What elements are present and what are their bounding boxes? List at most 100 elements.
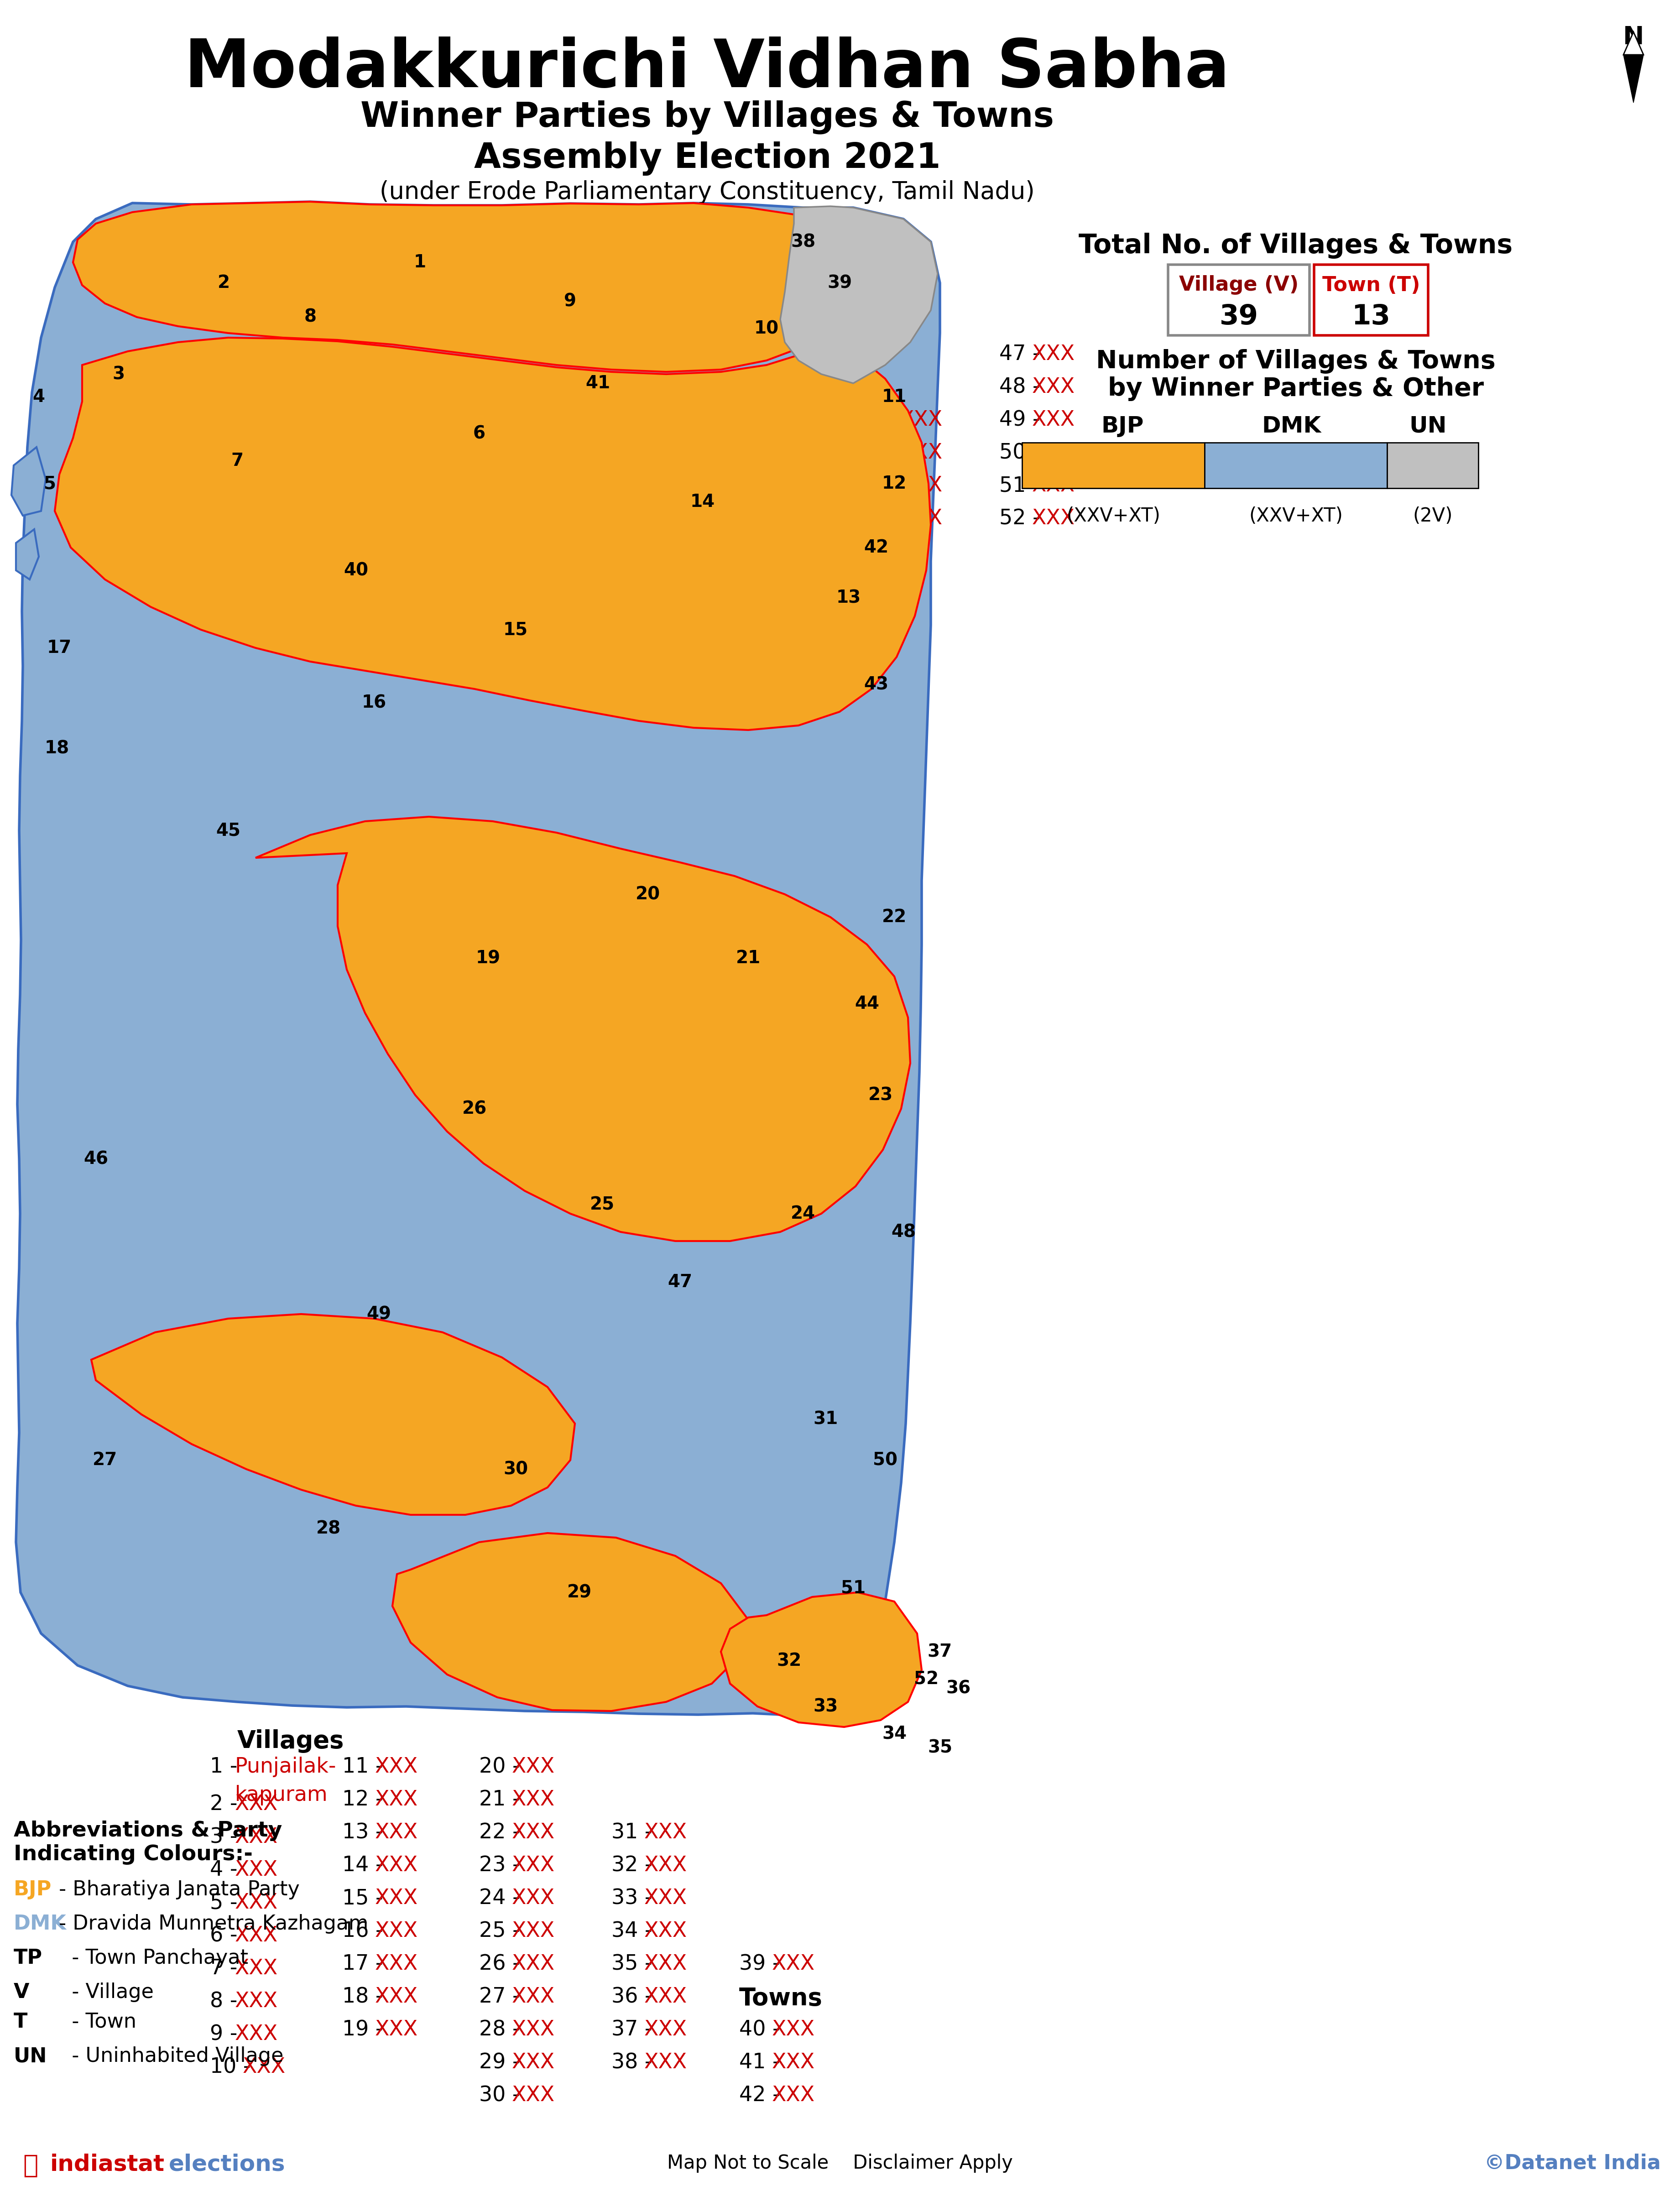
Text: 24 -: 24 - xyxy=(479,1889,521,1908)
Text: 44 -: 44 - xyxy=(867,443,907,462)
Text: 47 -: 47 - xyxy=(1000,344,1040,364)
Polygon shape xyxy=(780,206,937,383)
Text: 7 -: 7 - xyxy=(210,1959,237,1978)
Text: (XXV+XT): (XXV+XT) xyxy=(1067,506,1161,526)
Text: Village (V): Village (V) xyxy=(1179,276,1299,296)
Text: 26 -: 26 - xyxy=(479,1954,521,1974)
Text: XXX: XXX xyxy=(512,1922,554,1941)
Text: XXX: XXX xyxy=(235,1860,277,1880)
Text: 43 -: 43 - xyxy=(867,410,907,429)
Text: 30: 30 xyxy=(504,1461,528,1479)
Text: XXX: XXX xyxy=(375,2020,418,2040)
Text: BJP: BJP xyxy=(1100,416,1144,438)
Text: XXX: XXX xyxy=(1032,508,1075,528)
Text: 19: 19 xyxy=(475,949,501,966)
Text: XXX: XXX xyxy=(512,1790,554,1810)
Text: 14 -: 14 - xyxy=(343,1856,383,1875)
Text: ⓘ: ⓘ xyxy=(24,2154,39,2178)
Text: 43: 43 xyxy=(864,675,889,692)
Text: XXX: XXX xyxy=(375,1987,418,2007)
Text: XXX: XXX xyxy=(512,1889,554,1908)
Text: 11 -: 11 - xyxy=(343,1757,383,1777)
Bar xyxy=(1388,443,1478,489)
Text: 44: 44 xyxy=(855,995,879,1012)
Text: XXX: XXX xyxy=(512,2086,554,2106)
Text: 27: 27 xyxy=(92,1450,118,1468)
Text: Winner Parties by Villages & Towns: Winner Parties by Villages & Towns xyxy=(361,101,1053,134)
Text: 35: 35 xyxy=(927,1740,953,1757)
Polygon shape xyxy=(55,337,931,730)
Text: XXX: XXX xyxy=(900,508,942,528)
Text: XXX: XXX xyxy=(235,1827,277,1847)
Text: 28: 28 xyxy=(316,1521,341,1538)
Text: XXX: XXX xyxy=(235,1992,277,2011)
Text: Map Not to Scale    Disclaimer Apply: Map Not to Scale Disclaimer Apply xyxy=(667,2154,1013,2173)
Text: XXX: XXX xyxy=(643,1823,687,1843)
Text: 23: 23 xyxy=(869,1087,894,1104)
Text: 48: 48 xyxy=(890,1223,916,1240)
Text: - Town: - Town xyxy=(52,2011,136,2031)
Text: DMK: DMK xyxy=(13,1915,67,1935)
Text: 49: 49 xyxy=(366,1306,391,1323)
Text: 32: 32 xyxy=(776,1652,801,1670)
Text: 22 -: 22 - xyxy=(479,1823,521,1843)
Polygon shape xyxy=(17,202,939,1716)
Text: 17 -: 17 - xyxy=(343,1954,383,1974)
Text: 9: 9 xyxy=(564,291,576,309)
Text: XXX: XXX xyxy=(900,475,942,495)
Text: Town (T): Town (T) xyxy=(1322,276,1420,296)
Text: XXX: XXX xyxy=(375,1757,418,1777)
Text: 52: 52 xyxy=(914,1670,939,1687)
Text: XXX: XXX xyxy=(1032,475,1075,495)
Text: 2: 2 xyxy=(217,274,230,291)
Polygon shape xyxy=(1623,33,1643,55)
Text: Indicating Colours:-: Indicating Colours:- xyxy=(13,1845,252,1865)
Text: 16 -: 16 - xyxy=(343,1922,383,1941)
Text: - Town Panchayat: - Town Panchayat xyxy=(52,1948,249,1968)
Text: 6 -: 6 - xyxy=(210,1926,237,1946)
Text: (under Erode Parliamentary Constituency, Tamil Nadu): (under Erode Parliamentary Constituency,… xyxy=(380,180,1035,204)
Text: 36 -: 36 - xyxy=(612,1987,652,2007)
Text: 45: 45 xyxy=(215,822,240,839)
Text: XXX: XXX xyxy=(1032,344,1075,364)
Text: - Bharatiya Janata Party: - Bharatiya Janata Party xyxy=(52,1880,299,1900)
Text: 21: 21 xyxy=(736,949,761,966)
Text: 39: 39 xyxy=(827,274,852,291)
Text: Villages: Villages xyxy=(237,1729,344,1753)
Text: 12 -: 12 - xyxy=(343,1790,383,1810)
Text: UN: UN xyxy=(1410,416,1446,438)
Text: 46: 46 xyxy=(84,1150,108,1168)
Polygon shape xyxy=(255,817,911,1240)
Text: 28 -: 28 - xyxy=(479,2020,521,2040)
Text: XXX: XXX xyxy=(235,1893,277,1913)
Text: 15 -: 15 - xyxy=(343,1889,383,1908)
Text: 8: 8 xyxy=(304,309,316,326)
Text: XXX: XXX xyxy=(512,1757,554,1777)
Text: XXX: XXX xyxy=(375,1922,418,1941)
Text: 40: 40 xyxy=(344,561,368,578)
Text: XXX: XXX xyxy=(512,1856,554,1875)
Text: 31: 31 xyxy=(813,1411,838,1429)
Text: 46 -: 46 - xyxy=(867,508,907,528)
Text: 4: 4 xyxy=(32,388,45,405)
Text: XXX: XXX xyxy=(643,1987,687,2007)
Text: 50 -: 50 - xyxy=(1000,443,1040,462)
Text: 41 -: 41 - xyxy=(739,2053,780,2073)
Text: XXX: XXX xyxy=(242,2057,286,2077)
Text: 14: 14 xyxy=(690,493,716,511)
Text: 23 -: 23 - xyxy=(479,1856,521,1875)
Text: XXX: XXX xyxy=(512,1954,554,1974)
Text: UN: UN xyxy=(13,2046,47,2066)
Text: 1 -: 1 - xyxy=(210,1757,237,1777)
Text: 13: 13 xyxy=(1352,305,1391,331)
Text: XXX: XXX xyxy=(773,1954,815,1974)
Text: DMK: DMK xyxy=(1262,416,1320,438)
Text: 6: 6 xyxy=(474,425,486,443)
Text: XXX: XXX xyxy=(643,2020,687,2040)
Text: XXX: XXX xyxy=(375,1823,418,1843)
Bar xyxy=(1021,443,1205,489)
Text: 5: 5 xyxy=(44,475,57,493)
Text: XXX: XXX xyxy=(773,2053,815,2073)
Text: Assembly Election 2021: Assembly Election 2021 xyxy=(474,142,941,175)
Text: kapuram: kapuram xyxy=(235,1786,328,1805)
